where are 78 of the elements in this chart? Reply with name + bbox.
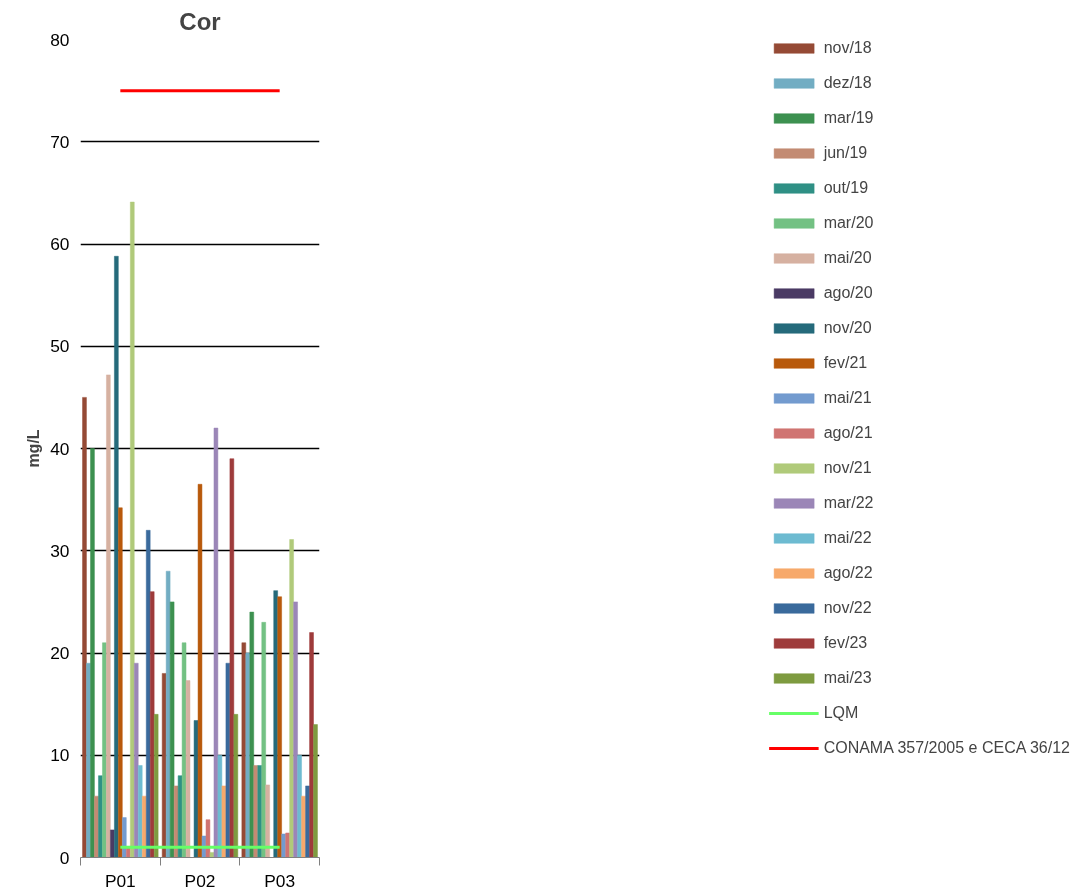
bar (313, 724, 318, 858)
bar (245, 652, 250, 858)
bar (90, 448, 95, 858)
bar (106, 374, 111, 858)
bar (110, 829, 115, 858)
bar (118, 507, 123, 858)
legend-label: nov/18 (823, 39, 872, 57)
bar (261, 622, 266, 858)
bar (94, 795, 99, 858)
y-tick-label: 70 (50, 131, 70, 152)
legend-label: dez/18 (823, 74, 872, 92)
bar (273, 590, 278, 858)
bar (277, 596, 282, 858)
x-tick-label: P02 (184, 870, 216, 891)
legend-label: nov/20 (823, 319, 872, 337)
bar (169, 601, 175, 858)
legend-label: mai/23 (823, 669, 872, 687)
legend-label: out/19 (823, 179, 869, 197)
bar (233, 714, 239, 858)
y-tick-label: 80 (50, 29, 70, 50)
bar (150, 591, 155, 858)
legend-label: jun/19 (823, 144, 868, 162)
y-axis-title: mg/L (25, 429, 43, 468)
bar (98, 775, 103, 858)
legend-label: mai/20 (823, 249, 872, 267)
bar (130, 201, 135, 858)
bar (301, 795, 306, 858)
legend-label: fev/23 (823, 634, 868, 652)
y-tick-label: 40 (50, 438, 70, 459)
bar (281, 833, 286, 858)
legend-label: mai/22 (823, 529, 872, 547)
legend-label: mar/20 (823, 214, 874, 232)
legend-label: fev/21 (823, 354, 868, 372)
bar (249, 611, 254, 858)
bar (297, 755, 302, 858)
legend-label: ago/21 (823, 424, 873, 442)
bar (153, 714, 159, 858)
y-tick-label: 10 (50, 745, 70, 766)
bar (122, 817, 127, 858)
y-tick-label: 60 (50, 234, 70, 254)
y-tick-label: 50 (50, 336, 70, 357)
y-tick-label: 0 (59, 847, 70, 868)
bar (213, 427, 219, 858)
bar (146, 530, 151, 858)
bar (185, 680, 191, 858)
bar (217, 755, 223, 858)
bar (305, 785, 310, 858)
legend-label: nov/21 (823, 459, 872, 477)
legend-label: mar/22 (823, 494, 874, 512)
bar (293, 601, 298, 858)
bar (197, 484, 203, 858)
legend-label: LQM (823, 704, 859, 722)
bar (205, 819, 211, 858)
legend-label: nov/22 (823, 599, 872, 617)
bar (86, 662, 91, 858)
bar (82, 397, 87, 858)
bar (181, 642, 187, 858)
x-tick-label: P01 (104, 870, 136, 891)
bar (229, 458, 235, 858)
legend-label: CONAMA 357/2005 e CECA 36/12 (823, 739, 1070, 757)
y-tick-label: 20 (50, 643, 70, 663)
chart-title: Cor (179, 7, 221, 35)
legend-label: ago/22 (823, 564, 873, 582)
bar (165, 570, 171, 858)
legend-label: mar/19 (823, 109, 874, 127)
bar (114, 256, 119, 858)
bar (285, 832, 290, 858)
bar (265, 784, 270, 858)
legend-label: ago/20 (823, 284, 873, 302)
y-tick-label: 30 (50, 540, 70, 561)
bar (241, 642, 247, 858)
x-tick-label: P03 (264, 870, 296, 891)
bar (289, 539, 294, 858)
bar (102, 642, 107, 858)
bar (309, 632, 314, 858)
bar (138, 765, 143, 858)
legend-label: mai/21 (823, 389, 872, 407)
bar (134, 662, 139, 858)
